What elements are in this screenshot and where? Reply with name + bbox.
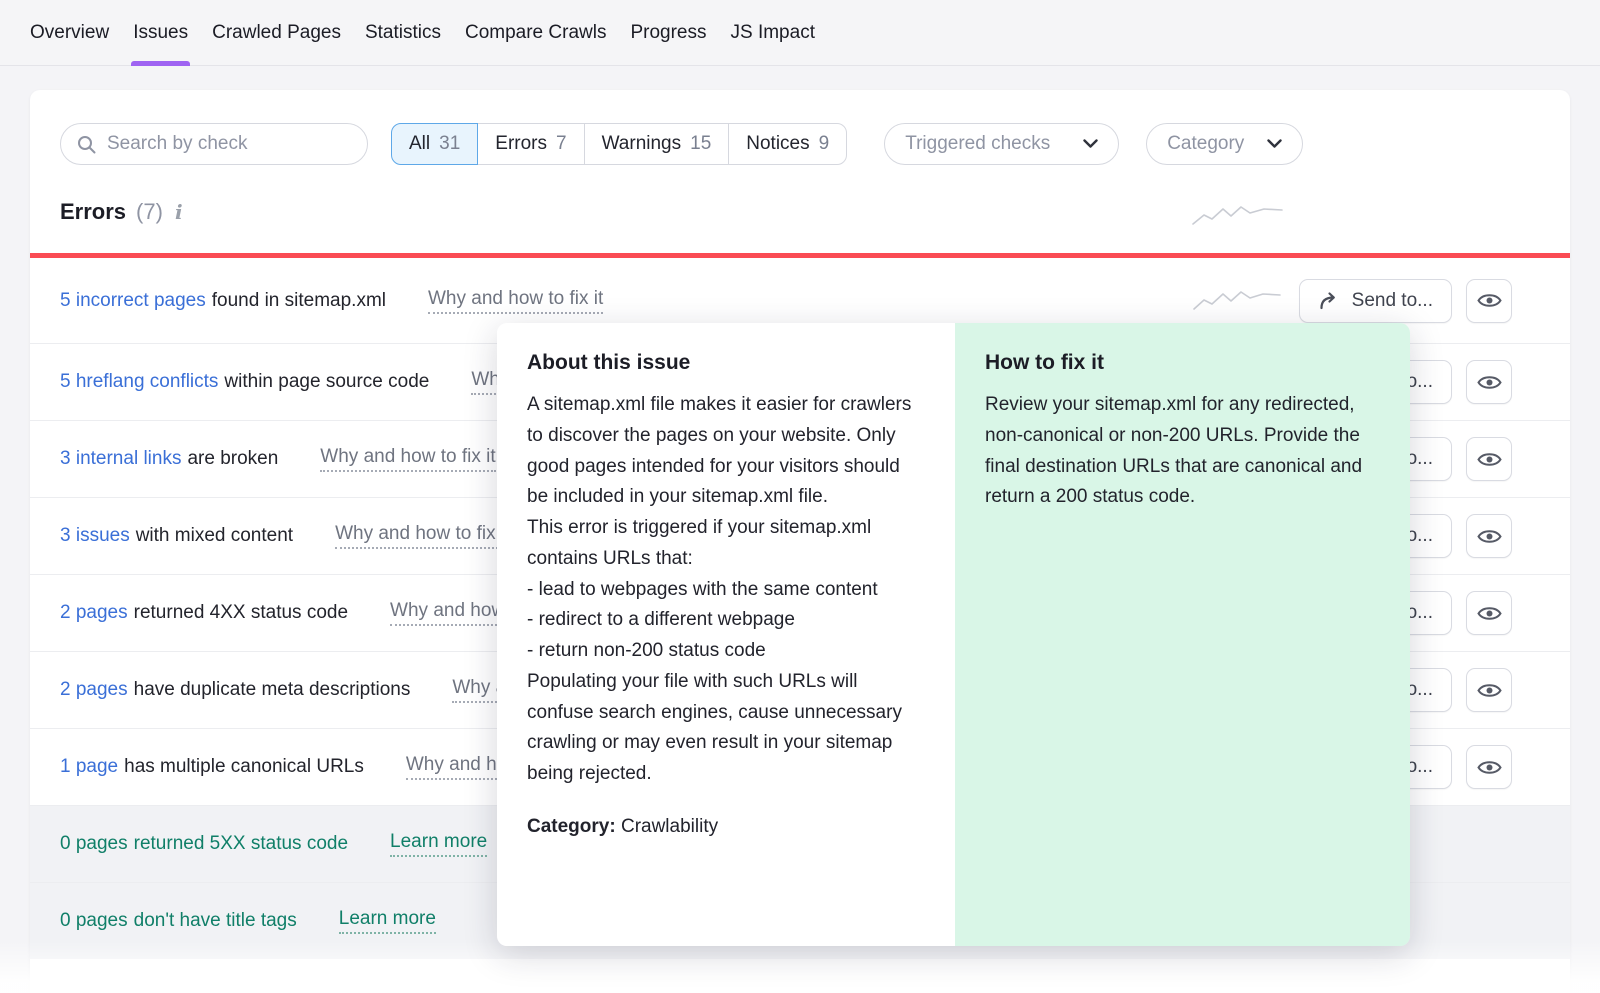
learn-more-link[interactable]: Learn more: [390, 831, 488, 857]
hide-check-button[interactable]: [1466, 591, 1512, 635]
filter-notices[interactable]: Notices 9: [728, 123, 848, 165]
issue-description: with mixed content: [135, 525, 294, 546]
dropdown-label: Category: [1167, 133, 1245, 154]
issue-count-link[interactable]: 3 issues: [60, 525, 130, 546]
issue-count-text: 0 pages: [60, 910, 128, 931]
why-how-link[interactable]: Why and how to fix it: [335, 523, 511, 549]
why-how-link[interactable]: Why and how to fix it: [428, 288, 604, 314]
why-how-link[interactable]: Why and how to fix it: [320, 446, 496, 472]
tab-overview[interactable]: Overview: [30, 21, 110, 43]
search-icon: [77, 135, 96, 154]
category-dropdown[interactable]: Category: [1146, 123, 1304, 165]
filter-label: Errors: [495, 133, 547, 154]
issue-description: found in sitemap.xml: [211, 289, 386, 311]
eye-icon: [1476, 758, 1503, 777]
category-label: Category:: [527, 815, 616, 837]
filter-count: 31: [439, 133, 461, 154]
filter-label: Warnings: [601, 133, 682, 154]
filter-count: 15: [690, 133, 712, 154]
send-to-label: Send to...: [1351, 289, 1433, 311]
issue-description: have duplicate meta descriptions: [133, 679, 411, 700]
tab-compare-crawls[interactable]: Compare Crawls: [464, 21, 607, 43]
issue-description: are broken: [187, 448, 279, 469]
fix-body: Review your sitemap.xml for any redirect…: [985, 394, 1363, 508]
issue-description: has multiple canonical URLs: [124, 756, 364, 777]
eye-icon: [1476, 681, 1503, 700]
issue-count-link[interactable]: 5 hreflang conflicts: [60, 371, 219, 392]
fix-title: How to fix it: [985, 351, 1104, 374]
section-count: (7): [136, 199, 163, 224]
chevron-down-icon: [1267, 139, 1282, 149]
about-body: A sitemap.xml file makes it easier for c…: [527, 394, 912, 785]
about-this-issue-pane: About this issue A sitemap.xml file make…: [497, 323, 955, 946]
errors-section-header: Errors (7) i: [60, 194, 185, 230]
issue-info-popup: About this issue A sitemap.xml file make…: [497, 323, 1410, 946]
about-title: About this issue: [527, 351, 691, 374]
tab-progress[interactable]: Progress: [630, 21, 707, 43]
filter-errors[interactable]: Errors 7: [477, 123, 585, 165]
hide-check-button[interactable]: [1466, 437, 1512, 481]
dropdown-label: Triggered checks: [905, 133, 1051, 154]
top-nav: Overview Issues Crawled Pages Statistics…: [0, 0, 1600, 66]
filter-count: 9: [818, 133, 830, 154]
trend-sparkline: [1190, 202, 1285, 230]
send-arrow-icon: [1318, 290, 1341, 311]
row-controls: Send to...: [1191, 278, 1512, 323]
filter-label: Notices: [746, 133, 810, 154]
issue-description: returned 4XX status code: [133, 602, 349, 623]
hide-check-button[interactable]: [1466, 514, 1512, 558]
how-to-fix-pane: How to fix it Review your sitemap.xml fo…: [955, 323, 1410, 946]
tab-crawled-pages[interactable]: Crawled Pages: [212, 21, 341, 43]
tab-js-impact[interactable]: JS Impact: [730, 21, 815, 43]
issue-description: don't have title tags: [133, 910, 297, 931]
issue-count-text: 0 pages: [60, 833, 128, 854]
issue-count-link[interactable]: 2 pages: [60, 602, 128, 623]
filter-warnings[interactable]: Warnings 15: [583, 123, 730, 165]
chevron-down-icon: [1083, 139, 1098, 149]
section-title: Errors: [60, 199, 127, 224]
issues-toolbar: All 31 Errors 7 Warnings 15 Notices 9 Tr…: [60, 123, 1540, 165]
filter-label: All: [409, 133, 431, 154]
triggered-checks-dropdown[interactable]: Triggered checks: [884, 123, 1120, 165]
issue-count-link[interactable]: 3 internal links: [60, 448, 182, 469]
category-line: Category: Crawlability: [527, 816, 925, 838]
trend-sparkline: [1191, 288, 1283, 314]
issue-count-link[interactable]: 2 pages: [60, 679, 128, 700]
tab-issues[interactable]: Issues: [131, 0, 191, 66]
issue-description: within page source code: [224, 371, 430, 392]
issue-count-link[interactable]: 1 page: [60, 756, 119, 777]
eye-icon: [1476, 291, 1503, 310]
filter-all[interactable]: All 31: [391, 123, 479, 165]
info-icon[interactable]: i: [174, 200, 183, 224]
eye-icon: [1476, 527, 1503, 546]
tab-statistics[interactable]: Statistics: [364, 21, 441, 43]
eye-icon: [1476, 450, 1503, 469]
issue-description: returned 5XX status code: [133, 833, 349, 854]
issue-count-link[interactable]: 5 incorrect pages: [60, 289, 206, 311]
eye-icon: [1476, 373, 1503, 392]
hide-check-button[interactable]: [1466, 668, 1512, 712]
hide-check-button[interactable]: [1466, 745, 1512, 789]
eye-icon: [1476, 604, 1503, 623]
send-to-button[interactable]: Send to...: [1298, 278, 1452, 323]
severity-filter: All 31 Errors 7 Warnings 15 Notices 9: [391, 123, 848, 165]
errors-divider: [30, 253, 1570, 258]
filter-count: 7: [556, 133, 567, 154]
learn-more-link[interactable]: Learn more: [338, 908, 436, 934]
search-input[interactable]: [107, 133, 351, 155]
search-box: [60, 123, 368, 165]
category-value: Crawlability: [620, 815, 719, 837]
hide-check-button[interactable]: [1466, 360, 1512, 404]
hide-check-button[interactable]: [1466, 278, 1512, 323]
